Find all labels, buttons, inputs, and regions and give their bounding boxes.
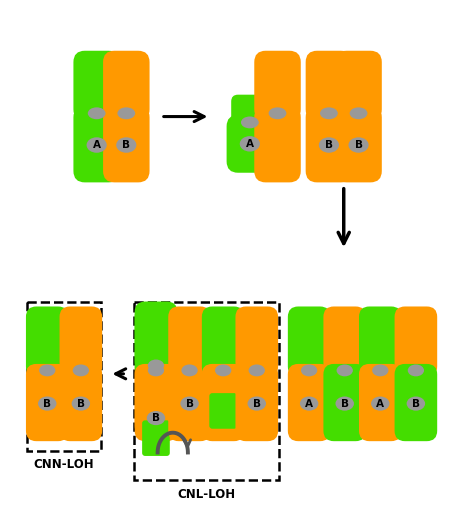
Ellipse shape <box>320 108 338 119</box>
FancyBboxPatch shape <box>103 51 150 121</box>
Text: B: B <box>412 398 420 408</box>
Ellipse shape <box>371 396 390 411</box>
Ellipse shape <box>148 359 164 372</box>
FancyBboxPatch shape <box>210 393 237 429</box>
FancyBboxPatch shape <box>135 307 177 377</box>
FancyBboxPatch shape <box>60 307 102 377</box>
Text: B: B <box>77 398 85 408</box>
Ellipse shape <box>300 396 319 411</box>
FancyBboxPatch shape <box>306 106 352 182</box>
Ellipse shape <box>182 365 198 376</box>
FancyBboxPatch shape <box>202 364 245 441</box>
Ellipse shape <box>269 108 286 119</box>
Text: B: B <box>253 398 261 408</box>
Ellipse shape <box>336 396 354 411</box>
FancyBboxPatch shape <box>359 364 401 441</box>
FancyBboxPatch shape <box>236 364 278 441</box>
Ellipse shape <box>215 365 231 376</box>
FancyBboxPatch shape <box>142 421 170 456</box>
Ellipse shape <box>301 365 317 376</box>
FancyBboxPatch shape <box>135 301 177 372</box>
FancyBboxPatch shape <box>60 364 102 441</box>
Text: CNL-LOH: CNL-LOH <box>177 488 236 501</box>
Ellipse shape <box>148 365 164 376</box>
FancyBboxPatch shape <box>73 106 120 182</box>
Text: A: A <box>376 398 384 408</box>
FancyBboxPatch shape <box>231 95 268 125</box>
Ellipse shape <box>248 365 265 376</box>
Ellipse shape <box>408 365 424 376</box>
Ellipse shape <box>372 365 389 376</box>
Text: CNN-LOH: CNN-LOH <box>34 458 94 472</box>
Text: B: B <box>355 140 363 150</box>
Text: B: B <box>43 398 51 408</box>
Ellipse shape <box>241 116 259 129</box>
FancyBboxPatch shape <box>288 307 330 377</box>
FancyBboxPatch shape <box>323 307 366 377</box>
FancyBboxPatch shape <box>323 364 366 441</box>
Text: A: A <box>305 398 313 408</box>
FancyBboxPatch shape <box>135 359 177 436</box>
Ellipse shape <box>116 138 137 153</box>
Text: A: A <box>246 139 254 149</box>
Ellipse shape <box>180 396 199 411</box>
Ellipse shape <box>72 396 90 411</box>
FancyBboxPatch shape <box>168 307 211 377</box>
Text: A: A <box>92 140 100 150</box>
FancyBboxPatch shape <box>202 307 245 377</box>
Ellipse shape <box>118 108 135 119</box>
Ellipse shape <box>348 138 369 153</box>
FancyBboxPatch shape <box>335 106 382 182</box>
Ellipse shape <box>73 365 89 376</box>
Ellipse shape <box>147 411 165 425</box>
FancyBboxPatch shape <box>73 51 120 121</box>
Ellipse shape <box>38 396 56 411</box>
FancyBboxPatch shape <box>394 307 437 377</box>
FancyBboxPatch shape <box>335 51 382 121</box>
FancyBboxPatch shape <box>236 307 278 377</box>
Text: B: B <box>185 398 193 408</box>
FancyBboxPatch shape <box>168 364 211 441</box>
FancyBboxPatch shape <box>254 51 301 121</box>
FancyBboxPatch shape <box>26 364 69 441</box>
FancyBboxPatch shape <box>306 51 352 121</box>
Ellipse shape <box>350 108 367 119</box>
FancyBboxPatch shape <box>254 106 301 182</box>
FancyBboxPatch shape <box>288 364 330 441</box>
Ellipse shape <box>319 138 339 153</box>
FancyBboxPatch shape <box>359 307 401 377</box>
Ellipse shape <box>240 136 260 152</box>
Ellipse shape <box>87 138 107 153</box>
Text: B: B <box>152 413 160 423</box>
Ellipse shape <box>247 396 266 411</box>
FancyBboxPatch shape <box>135 364 177 441</box>
Text: B: B <box>325 140 333 150</box>
FancyBboxPatch shape <box>26 307 69 377</box>
FancyBboxPatch shape <box>394 364 437 441</box>
Ellipse shape <box>39 365 55 376</box>
Ellipse shape <box>88 108 106 119</box>
Ellipse shape <box>337 365 353 376</box>
Ellipse shape <box>407 396 425 411</box>
FancyBboxPatch shape <box>103 106 150 182</box>
Text: B: B <box>122 140 130 150</box>
FancyBboxPatch shape <box>227 115 273 173</box>
Text: B: B <box>341 398 349 408</box>
